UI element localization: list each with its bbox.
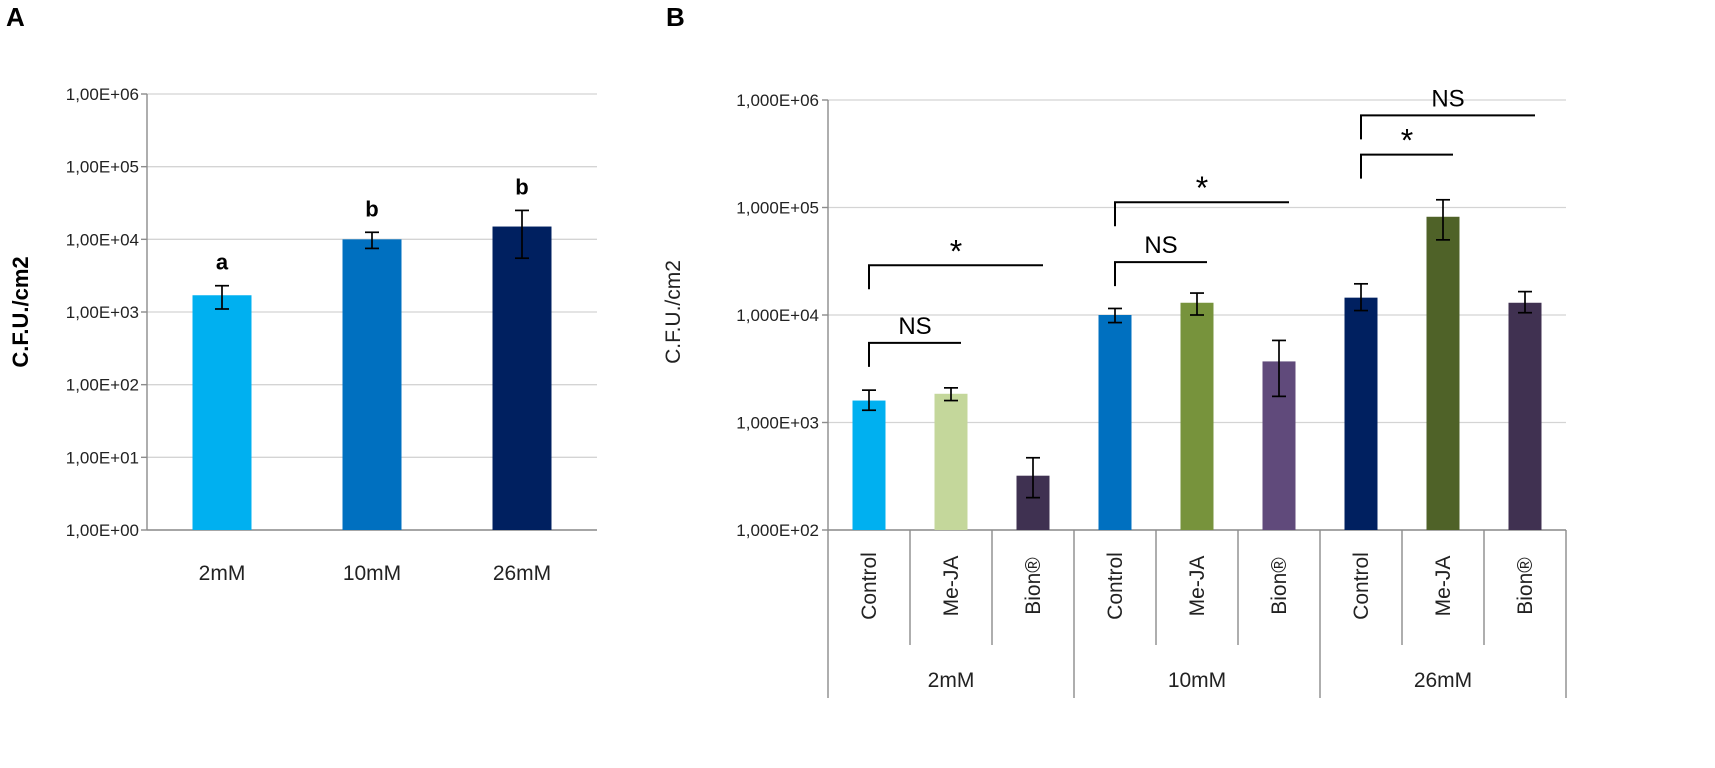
bar-label: Me-JA (940, 556, 963, 617)
bar (1344, 297, 1378, 530)
significance-label: NS (1431, 85, 1464, 112)
significance-bracket (1360, 153, 1453, 179)
y-tick-label: 1,000E+04 (736, 306, 819, 325)
bar (1508, 302, 1542, 530)
y-tick-label: 1,000E+02 (736, 521, 819, 540)
bar-label: Me-JA (1432, 556, 1455, 617)
bar-label: Me-JA (1186, 556, 1209, 617)
significance-letter: a (216, 250, 229, 275)
bar-label: Bion® (1022, 557, 1045, 615)
significance-bracket (868, 264, 1043, 290)
significance-bracket (1114, 201, 1289, 227)
significance-label: NS (1144, 232, 1177, 259)
bar (1098, 315, 1132, 530)
significance-label: * (1401, 123, 1413, 159)
significance-bracket (868, 341, 961, 367)
bar (342, 239, 402, 531)
bar-label: Bion® (1514, 557, 1537, 615)
bar (492, 226, 552, 531)
chart-b: 1,000E+02 1,000E+03 1,000E+04 1,000E+05 1,00… (662, 85, 1567, 698)
significance-label: * (1196, 170, 1208, 206)
bar (852, 400, 886, 530)
chart-a: 1,00E+00 1,00E+01 1,00E+02 1,00E+03 1,00E+04… (8, 85, 597, 585)
y-tick-label: 1,00E+04 (66, 230, 139, 249)
significance-bracket (1114, 261, 1207, 287)
y-tick-label: 1,000E+03 (736, 414, 819, 433)
group-label: 10mM (1168, 669, 1226, 692)
category-label: 2mM (199, 562, 246, 585)
significance-bracket (1360, 114, 1535, 140)
significance-label: NS (898, 313, 931, 340)
y-tick-label: 1,00E+03 (66, 303, 139, 322)
panel-letter-b: B (666, 2, 685, 32)
y-axis-title: C.F.U./cm2 (662, 260, 685, 364)
group-label: 2mM (928, 669, 975, 692)
panel-letter-a: A (6, 2, 25, 32)
y-tick-label: 1,00E+02 (66, 376, 139, 395)
bar (192, 295, 252, 530)
category-label: 10mM (343, 562, 401, 585)
bar-label: Control (1104, 552, 1127, 620)
bar-label: Control (1350, 552, 1373, 620)
y-tick-label: 1,000E+06 (736, 91, 819, 110)
bar (1426, 216, 1460, 530)
y-axis-title: C.F.U./cm2 (8, 256, 33, 367)
category-label: 26mM (493, 562, 551, 585)
bar-label: Control (858, 552, 881, 620)
y-tick-label: 1,000E+05 (736, 199, 819, 218)
bar-label: Bion® (1268, 557, 1291, 615)
significance-letter: b (365, 196, 378, 221)
y-tick-label: 1,00E+06 (66, 85, 139, 104)
group-label: 26mM (1414, 669, 1472, 692)
significance-label: * (950, 233, 962, 269)
significance-letter: b (515, 174, 528, 199)
bar (934, 393, 968, 530)
y-tick-label: 1,00E+05 (66, 158, 139, 177)
y-tick-label: 1,00E+01 (66, 448, 139, 467)
y-tick-label: 1,00E+00 (66, 521, 139, 540)
bar (1180, 302, 1214, 530)
